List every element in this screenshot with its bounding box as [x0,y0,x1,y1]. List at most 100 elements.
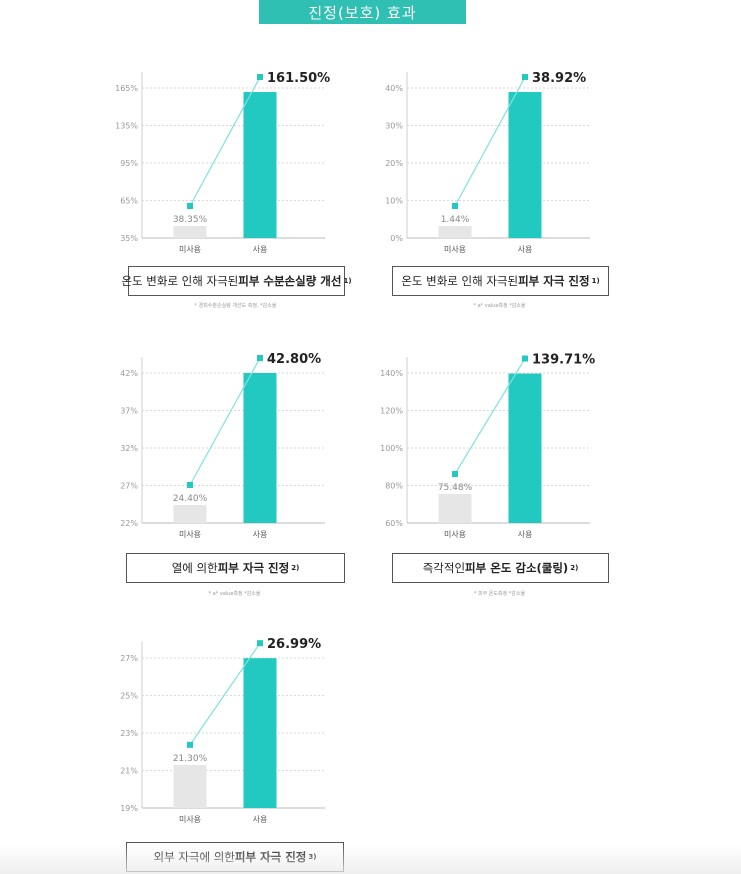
caption-bold: 피부 온도 감소(쿨링) [465,561,569,575]
chart-svg-2: 40% 30% 20% 10% 0% 1.44% 38.92% 미사용 사용 [385,71,590,254]
chart-caption-4: 즉각적인 피부 온도 감소(쿨링) 2) [392,553,609,583]
y-tick-label: 35% [120,234,138,243]
caption-prefix: 열에 의한 [171,561,218,575]
x-category-label: 미사용 [179,245,201,254]
chart-svg-3: 42% 37% 32% 27% 22% 24.40% 42.80% 미사용 사용 [120,352,325,539]
value-label-used: 38.92% [532,71,586,86]
section-title: 진정(보호) 효과 [308,3,417,22]
caption-footnote: 2) [291,564,300,572]
x-category-label: 미사용 [179,815,201,824]
chart-caption-1: 온도 변화로 인해 자극된 피부 수분손실량 개선 1) [121,266,352,296]
caption-bold: 피부 자극 진정 [217,561,290,575]
chart-svg-1: 165% 135% 95% 65% 35% 38.35% 161.50% 미사용 사용 [115,71,330,254]
x-category-label: 사용 [253,815,268,824]
caption-footnote: 1) [343,277,352,285]
trend-line [454,358,526,475]
trend-marker [257,74,263,81]
value-label-unused: 1.44% [441,215,470,225]
bar-unused [173,226,207,238]
chart-note-3: * a* value측정 *감소율 [208,591,261,597]
value-label-unused: 24.40% [173,494,208,504]
chart-svg-5: 27% 25% 23% 21% 19% 21.30% 26.99% 미사용 사용 [120,637,325,824]
bottom-fade [0,844,741,874]
value-label-unused: 38.35% [173,215,208,225]
y-tick-label: 22% [120,519,138,528]
bar-used [243,373,277,523]
trend-marker [187,482,193,488]
chart-panel-1: 165% 135% 95% 65% 35% 38.35% 161.50% 미사용 사용 [110,70,330,260]
trend-line [189,76,261,207]
chart-note-1: * 경피수분손실량 개선도 측정, *감소율 [194,303,277,309]
y-tick-label: 30% [385,122,403,131]
bar-unused [173,505,207,523]
y-tick-label: 65% [120,197,138,206]
x-category-label: 사용 [518,245,533,254]
bar-used [508,92,542,238]
chart-panel-4: 140% 120% 100% 80% 60% 75.48% 139.71% 미사용 사용 [375,353,595,545]
trend-marker [452,470,458,477]
chart-panel-3: 42% 37% 32% 27% 22% 24.40% 42.80% 미사용 사용 [110,352,330,545]
trend-marker [522,74,528,81]
bar-used [243,658,277,808]
bar-unused [438,226,472,238]
caption-bold: 피부 자극 진정 [518,274,590,288]
chart-caption-2: 온도 변화로 인해 자극된 피부 자극 진정 1) [392,266,609,296]
trend-line [189,642,261,746]
caption-prefix: 온도 변화로 인해 자극된 [401,274,519,288]
value-label-unused: 21.30% [173,754,208,764]
caption-bold: 피부 수분손실량 개선 [238,274,342,288]
trend-marker [257,355,263,361]
trend-marker [187,741,193,748]
trend-marker [257,640,263,647]
trend-marker [187,203,193,209]
y-tick-label: 27% [120,482,138,491]
y-tick-label: 32% [120,444,138,453]
y-tick-label: 40% [385,84,403,93]
x-category-label: 미사용 [444,530,466,539]
caption-footnote: 2) [570,564,579,572]
y-tick-label: 140% [380,369,403,378]
y-tick-label: 100% [380,444,403,453]
y-tick-label: 165% [115,84,138,93]
y-tick-label: 10% [385,197,403,206]
y-tick-label: 19% [120,804,138,813]
y-tick-label: 25% [120,692,138,701]
y-tick-label: 21% [120,767,138,776]
section-title-banner: 진정(보호) 효과 [259,0,466,24]
y-tick-label: 20% [385,159,403,168]
chart-panel-2: 40% 30% 20% 10% 0% 1.44% 38.92% 미사용 사용 [375,70,595,260]
y-tick-label: 27% [120,654,138,663]
caption-prefix: 즉각적인 [422,561,466,575]
y-tick-label: 95% [120,159,138,168]
trend-line [454,76,526,207]
value-label-used: 139.71% [532,353,595,368]
trend-marker [452,203,458,209]
y-tick-label: 60% [385,519,403,528]
x-category-label: 사용 [253,245,268,254]
y-tick-label: 80% [385,482,403,491]
chart-panel-5: 27% 25% 23% 21% 19% 21.30% 26.99% 미사용 사용 [110,637,330,830]
bar-used [508,373,542,523]
caption-footnote: 1) [591,277,600,285]
caption-prefix: 온도 변화로 인해 자극된 [121,274,239,288]
caption-bold: 피부 자극 진정 [234,850,307,864]
trend-marker [522,355,528,362]
x-category-label: 사용 [518,530,533,539]
value-label-used: 26.99% [267,637,321,652]
chart-caption-3: 열에 의한 피부 자극 진정 2) [126,553,345,583]
chart-caption-5: 외부 자극에 의한 피부 자극 진정 3) [126,842,344,872]
x-category-label: 미사용 [444,245,466,254]
y-tick-label: 42% [120,369,138,378]
caption-footnote: 3) [308,853,317,861]
x-category-label: 사용 [253,530,268,539]
value-label-used: 161.50% [267,71,330,86]
trend-line [189,357,261,486]
bar-used [243,92,277,239]
y-tick-label: 23% [120,729,138,738]
chart-svg-4: 140% 120% 100% 80% 60% 75.48% 139.71% 미사용 사용 [380,353,595,539]
y-tick-label: 135% [115,122,138,131]
y-tick-label: 0% [390,234,403,243]
chart-note-2: * a* value측정 *감소율 [473,303,526,309]
chart-note-4: * 피부 온도측정 *감소율 [473,591,526,597]
value-label-unused: 75.48% [438,483,473,493]
